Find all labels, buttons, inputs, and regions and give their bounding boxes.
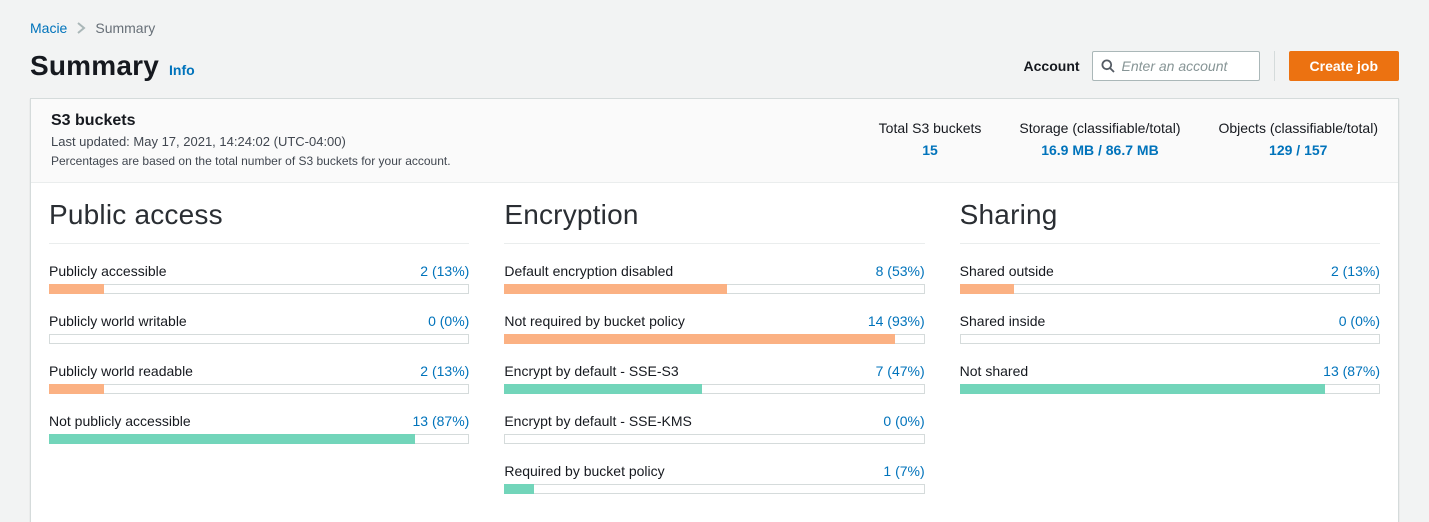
- metric-row: Publicly world writable 0 (0%): [49, 313, 470, 344]
- metric-value-link[interactable]: 13 (87%): [1323, 363, 1380, 379]
- metric-value-link[interactable]: 8 (53%): [875, 263, 925, 279]
- panel-title: S3 buckets: [51, 112, 136, 129]
- metric-progress-fill: [49, 434, 415, 444]
- metric-progress-bar: [504, 434, 925, 444]
- metric-value-link[interactable]: 2 (13%): [420, 263, 470, 279]
- metric-progress-fill: [504, 334, 896, 344]
- column-divider: [959, 243, 1380, 244]
- metric-row: Shared inside 0 (0%): [959, 313, 1380, 344]
- metric-row: Not required by bucket policy 14 (93%): [504, 313, 925, 344]
- metric-progress-fill: [959, 384, 1326, 394]
- stat-label: Total S3 buckets: [878, 120, 982, 136]
- metric-row: Not shared 13 (87%): [959, 363, 1380, 394]
- breakdown-column: Public access Publicly accessible 2 (13%…: [49, 199, 470, 494]
- metric-progress-bar: [49, 334, 470, 344]
- account-label: Account: [1023, 58, 1080, 74]
- metric-label: Required by bucket policy: [504, 463, 665, 479]
- metric-row: Publicly world readable 2 (13%): [49, 363, 470, 394]
- breakdown-column: Encryption Default encryption disabled 8…: [504, 199, 925, 494]
- account-search-box[interactable]: [1091, 51, 1260, 81]
- metric-value-link[interactable]: 14 (93%): [867, 313, 925, 329]
- stat-total-buckets: Total S3 buckets 15: [879, 120, 982, 158]
- metric-progress-fill: [49, 284, 104, 294]
- metric-progress-bar: [504, 284, 925, 294]
- metric-value-link[interactable]: 0 (0%): [883, 413, 925, 429]
- percentages-note: Percentages are based on the total numbe…: [51, 154, 451, 168]
- metric-row: Not publicly accessible 13 (87%): [49, 413, 470, 444]
- info-link[interactable]: Info: [169, 62, 195, 78]
- metric-progress-fill: [959, 284, 1015, 294]
- metric-value-link[interactable]: 13 (87%): [412, 413, 470, 429]
- metric-progress-bar: [959, 384, 1380, 394]
- breadcrumb-current: Summary: [95, 20, 156, 36]
- last-updated-text: Last updated: May 17, 2021, 14:24:02 (UT…: [51, 134, 346, 149]
- metric-progress-bar: [504, 484, 925, 494]
- metric-label: Publicly world writable: [49, 313, 187, 329]
- metric-progress-fill: [504, 484, 534, 494]
- column-title: Sharing: [959, 199, 1058, 230]
- metric-value-link[interactable]: 2 (13%): [420, 363, 470, 379]
- page-title: Summary: [30, 50, 160, 81]
- column-title: Public access: [49, 199, 223, 230]
- metric-row: Encrypt by default - SSE-KMS 0 (0%): [504, 413, 925, 444]
- metric-row: Shared outside 2 (13%): [959, 263, 1380, 294]
- stat-value[interactable]: 15: [922, 142, 938, 158]
- column-divider: [49, 243, 470, 244]
- column-divider: [504, 243, 925, 244]
- breakdown-column: Sharing Shared outside 2 (13%) Shared in…: [959, 199, 1380, 494]
- metric-progress-bar: [49, 384, 470, 394]
- metric-label: Shared inside: [959, 313, 1046, 329]
- page-header: Summary Info Account Create job: [0, 36, 1429, 82]
- breadcrumb-macie-link[interactable]: Macie: [30, 20, 68, 36]
- s3-buckets-panel-header: S3 buckets Last updated: May 17, 2021, 1…: [31, 99, 1398, 183]
- search-icon: [1101, 59, 1115, 73]
- metric-row: Encrypt by default - SSE-S3 7 (47%): [504, 363, 925, 394]
- metric-row: Required by bucket policy 1 (7%): [504, 463, 925, 494]
- metric-label: Encrypt by default - SSE-KMS: [504, 413, 692, 429]
- stat-storage: Storage (classifiable/total) 16.9 MB / 8…: [1019, 120, 1180, 158]
- stat-value[interactable]: 16.9 MB / 86.7 MB: [1041, 142, 1159, 158]
- buckets-breakdown: Public access Publicly accessible 2 (13%…: [31, 183, 1398, 522]
- metric-row: Default encryption disabled 8 (53%): [504, 263, 925, 294]
- metric-value-link[interactable]: 2 (13%): [1330, 263, 1380, 279]
- metric-label: Not shared: [959, 363, 1029, 379]
- stat-label: Objects (classifiable/total): [1218, 120, 1378, 136]
- metric-label: Not publicly accessible: [49, 413, 191, 429]
- metric-label: Default encryption disabled: [504, 263, 674, 279]
- metric-value-link[interactable]: 1 (7%): [883, 463, 925, 479]
- column-title: Encryption: [504, 199, 639, 230]
- breadcrumb-chevron-icon: [76, 22, 86, 34]
- metric-label: Encrypt by default - SSE-S3: [504, 363, 679, 379]
- stat-value[interactable]: 129 / 157: [1269, 142, 1328, 158]
- s3-buckets-panel: S3 buckets Last updated: May 17, 2021, 1…: [30, 98, 1399, 522]
- metric-row: Publicly accessible 2 (13%): [49, 263, 470, 294]
- breadcrumb: Macie Summary: [0, 0, 1429, 36]
- stat-label: Storage (classifiable/total): [1019, 120, 1181, 136]
- metric-progress-fill: [504, 384, 702, 394]
- metric-value-link[interactable]: 7 (47%): [875, 363, 925, 379]
- metric-value-link[interactable]: 0 (0%): [428, 313, 470, 329]
- toolbar-divider: [1273, 51, 1275, 81]
- stat-objects: Objects (classifiable/total) 129 / 157: [1218, 120, 1378, 158]
- metric-label: Not required by bucket policy: [504, 313, 685, 329]
- metric-progress-bar: [49, 434, 470, 444]
- metric-value-link[interactable]: 0 (0%): [1338, 313, 1380, 329]
- metric-progress-bar: [504, 384, 925, 394]
- metric-progress-bar: [959, 334, 1380, 344]
- account-search-input[interactable]: [1121, 58, 1251, 74]
- create-job-button[interactable]: Create job: [1288, 51, 1399, 81]
- bucket-stats: Total S3 buckets 15 Storage (classifiabl…: [879, 112, 1378, 158]
- metric-label: Publicly accessible: [49, 263, 167, 279]
- metric-label: Shared outside: [959, 263, 1054, 279]
- metric-progress-fill: [49, 384, 104, 394]
- metric-progress-bar: [504, 334, 925, 344]
- metric-label: Publicly world readable: [49, 363, 193, 379]
- metric-progress-fill: [504, 284, 728, 294]
- metric-progress-bar: [959, 284, 1380, 294]
- metric-progress-bar: [49, 284, 470, 294]
